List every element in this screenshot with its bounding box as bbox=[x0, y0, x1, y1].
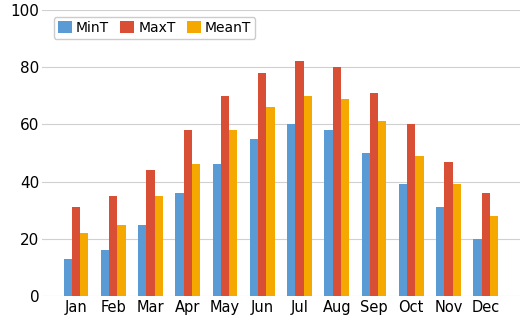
Bar bbox=[296, 62, 303, 296]
Bar bbox=[109, 196, 118, 296]
Bar bbox=[407, 124, 415, 296]
Bar bbox=[453, 185, 461, 296]
Bar bbox=[229, 130, 237, 296]
Bar bbox=[138, 224, 146, 296]
Bar bbox=[324, 130, 333, 296]
Bar bbox=[444, 162, 453, 296]
Bar bbox=[101, 250, 109, 296]
Bar bbox=[184, 130, 192, 296]
Bar bbox=[333, 67, 341, 296]
Bar bbox=[118, 224, 125, 296]
Bar bbox=[287, 124, 296, 296]
Bar bbox=[80, 233, 88, 296]
Bar bbox=[303, 96, 312, 296]
Bar bbox=[436, 207, 444, 296]
Bar bbox=[362, 153, 370, 296]
Bar bbox=[266, 107, 275, 296]
Bar bbox=[474, 239, 481, 296]
Bar bbox=[146, 170, 154, 296]
Bar bbox=[415, 156, 424, 296]
Bar bbox=[341, 99, 349, 296]
Bar bbox=[370, 93, 378, 296]
Bar bbox=[213, 164, 221, 296]
Bar bbox=[175, 193, 184, 296]
Bar bbox=[64, 259, 72, 296]
Bar bbox=[258, 73, 266, 296]
Bar bbox=[221, 96, 229, 296]
Bar bbox=[399, 185, 407, 296]
Bar bbox=[378, 121, 386, 296]
Bar bbox=[250, 139, 258, 296]
Bar bbox=[481, 193, 490, 296]
Legend: MinT, MaxT, MeanT: MinT, MaxT, MeanT bbox=[54, 17, 255, 39]
Bar bbox=[154, 196, 163, 296]
Bar bbox=[490, 216, 498, 296]
Bar bbox=[72, 207, 80, 296]
Bar bbox=[192, 164, 200, 296]
